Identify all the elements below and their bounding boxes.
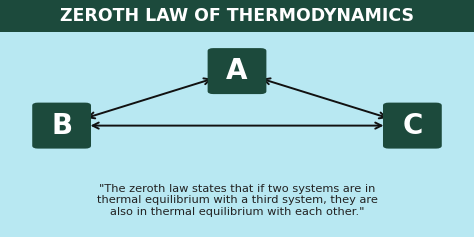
Text: ZEROTH LAW OF THERMODYNAMICS: ZEROTH LAW OF THERMODYNAMICS	[60, 7, 414, 25]
FancyBboxPatch shape	[32, 103, 91, 149]
FancyBboxPatch shape	[383, 103, 442, 149]
Text: "The zeroth law states that if two systems are in
thermal equilibrium with a thi: "The zeroth law states that if two syste…	[97, 184, 377, 217]
Text: A: A	[226, 57, 248, 85]
FancyBboxPatch shape	[208, 48, 266, 94]
Text: B: B	[51, 112, 72, 140]
Text: C: C	[402, 112, 422, 140]
FancyBboxPatch shape	[0, 0, 474, 32]
